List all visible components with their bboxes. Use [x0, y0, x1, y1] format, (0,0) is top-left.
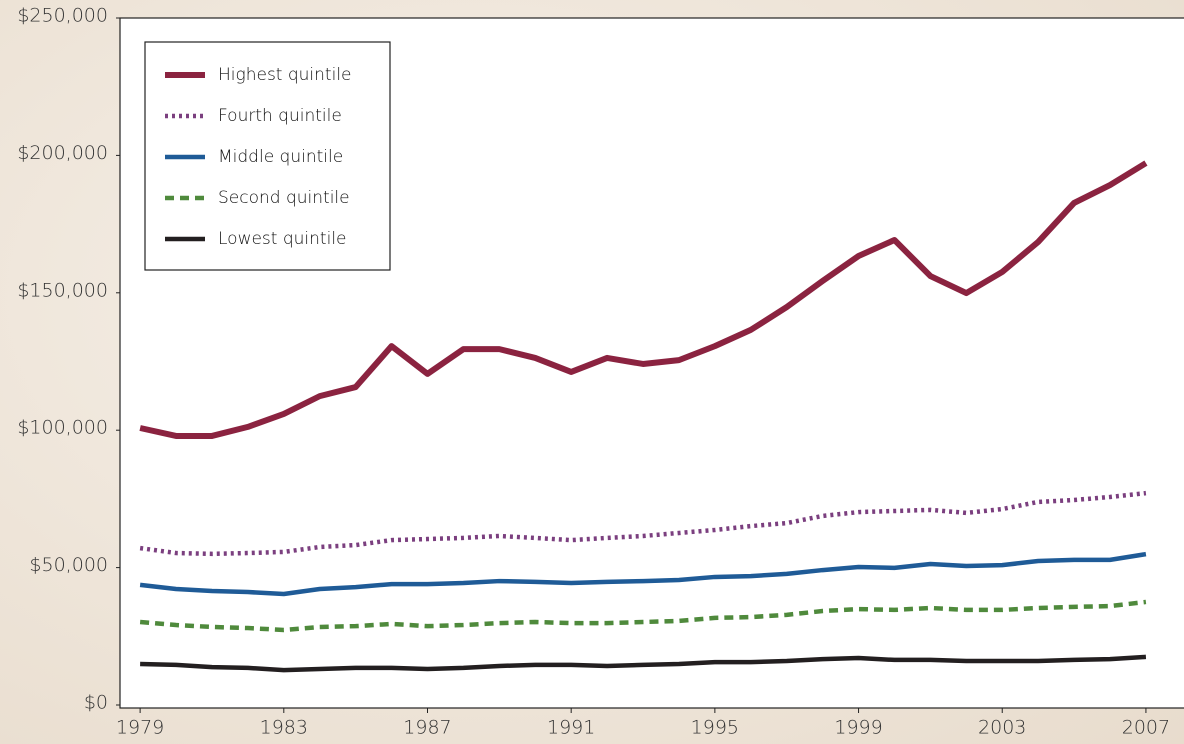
legend-label: Second quintile: [218, 188, 350, 208]
series-line: [140, 654, 1147, 673]
legend-label: Fourth quintile: [218, 106, 342, 126]
x-tick-label: 1983: [260, 717, 308, 739]
series-line: [139, 551, 1147, 597]
x-tick-label: 1991: [547, 717, 595, 739]
series-line: [139, 599, 1147, 633]
x-tick-label: 2007: [1122, 717, 1170, 739]
y-tick-label: $0: [84, 692, 108, 714]
legend: Highest quintile Fourth quintile Middle qu…: [144, 41, 391, 271]
y-tick-label: $50,000: [29, 554, 108, 576]
legend-label: Lowest quintile: [218, 229, 347, 249]
y-tick-label: $150,000: [17, 279, 108, 301]
series-line: [139, 490, 1147, 557]
y-tick-label: $250,000: [17, 5, 108, 27]
x-tick-label: 1995: [691, 717, 739, 739]
y-tick-label: $100,000: [17, 417, 108, 439]
y-tick-label: $200,000: [17, 142, 108, 164]
series-line: [139, 160, 1148, 439]
x-tick-label: 2003: [978, 717, 1026, 739]
x-tick-label: 1987: [403, 717, 451, 739]
legend-label: Highest quintile: [218, 65, 352, 85]
x-tick-label: 1979: [116, 717, 164, 739]
legend-label: Middle quintile: [218, 147, 343, 167]
x-tick-label: 1999: [834, 717, 882, 739]
